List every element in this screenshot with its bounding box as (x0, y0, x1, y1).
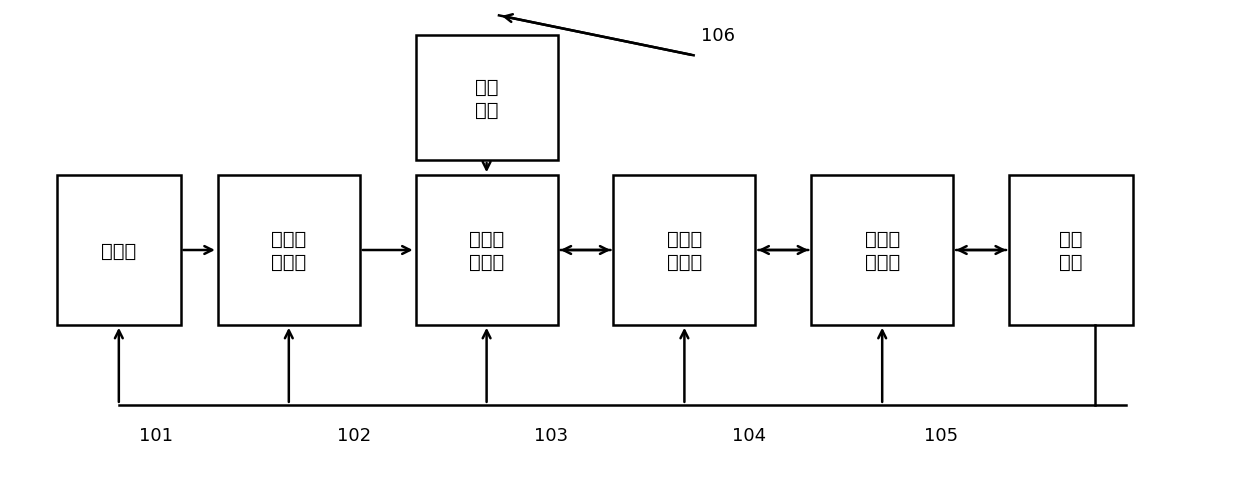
FancyBboxPatch shape (415, 36, 558, 161)
FancyBboxPatch shape (1009, 176, 1132, 325)
FancyBboxPatch shape (812, 176, 953, 325)
FancyBboxPatch shape (613, 176, 756, 325)
Text: 105: 105 (924, 426, 958, 444)
FancyBboxPatch shape (57, 176, 181, 325)
Text: 摄像头: 摄像头 (102, 241, 136, 260)
Text: 时钟
单元: 时钟 单元 (475, 77, 498, 120)
Text: 102: 102 (337, 426, 370, 444)
Text: 103: 103 (534, 426, 569, 444)
Text: 101: 101 (139, 426, 173, 444)
Text: 蓝牙通
信单元: 蓝牙通 信单元 (865, 229, 900, 272)
Text: 命令转
换单元: 命令转 换单元 (667, 229, 703, 272)
Text: 汽车
中控: 汽车 中控 (1059, 229, 1083, 272)
Text: 视频传
输单元: 视频传 输单元 (271, 229, 306, 272)
Text: 106: 106 (701, 27, 736, 45)
FancyBboxPatch shape (218, 176, 359, 325)
Text: 视频管
理单元: 视频管 理单元 (470, 229, 504, 272)
Text: 104: 104 (732, 426, 767, 444)
FancyBboxPatch shape (415, 176, 558, 325)
